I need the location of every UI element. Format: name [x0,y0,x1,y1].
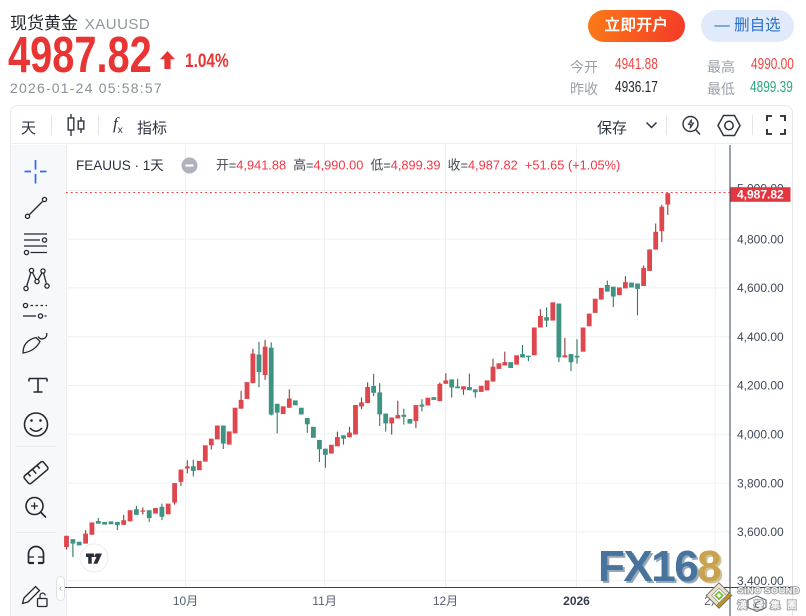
svg-text:4,000.00: 4,000.00 [737,428,784,442]
svg-text:FX168: FX168 [598,542,721,591]
svg-text:SiNO SOUND: SiNO SOUND [738,586,800,597]
svg-text:2026: 2026 [563,594,590,608]
svg-text:FEAUUS · 1天: FEAUUS · 1天 [76,158,164,173]
svg-text:漢聲集團: 漢聲集團 [738,600,804,612]
svg-text:SiNO SOUND: SiNO SOUND [738,586,800,597]
svg-text:10月: 10月 [173,594,198,608]
svg-text:开=4,941.88 高=4,990.00 低=4,89: 开=4,941.88 高=4,990.00 低=4,899.39 收=4,987… [216,158,620,173]
svg-text:FX168: FX168 [600,544,723,593]
svg-text:4,400.00: 4,400.00 [737,330,784,344]
svg-text:3,800.00: 3,800.00 [737,476,784,490]
svg-text:4,800.00: 4,800.00 [737,232,784,246]
svg-text:3,600.00: 3,600.00 [737,525,784,539]
svg-text:11月: 11月 [312,594,336,608]
svg-text:4,200.00: 4,200.00 [737,379,784,393]
svg-text:4,987.82: 4,987.82 [737,188,784,202]
svg-text:3,400.00: 3,400.00 [737,574,784,588]
svg-text:4,600.00: 4,600.00 [737,281,784,295]
svg-text:12月: 12月 [433,594,458,608]
